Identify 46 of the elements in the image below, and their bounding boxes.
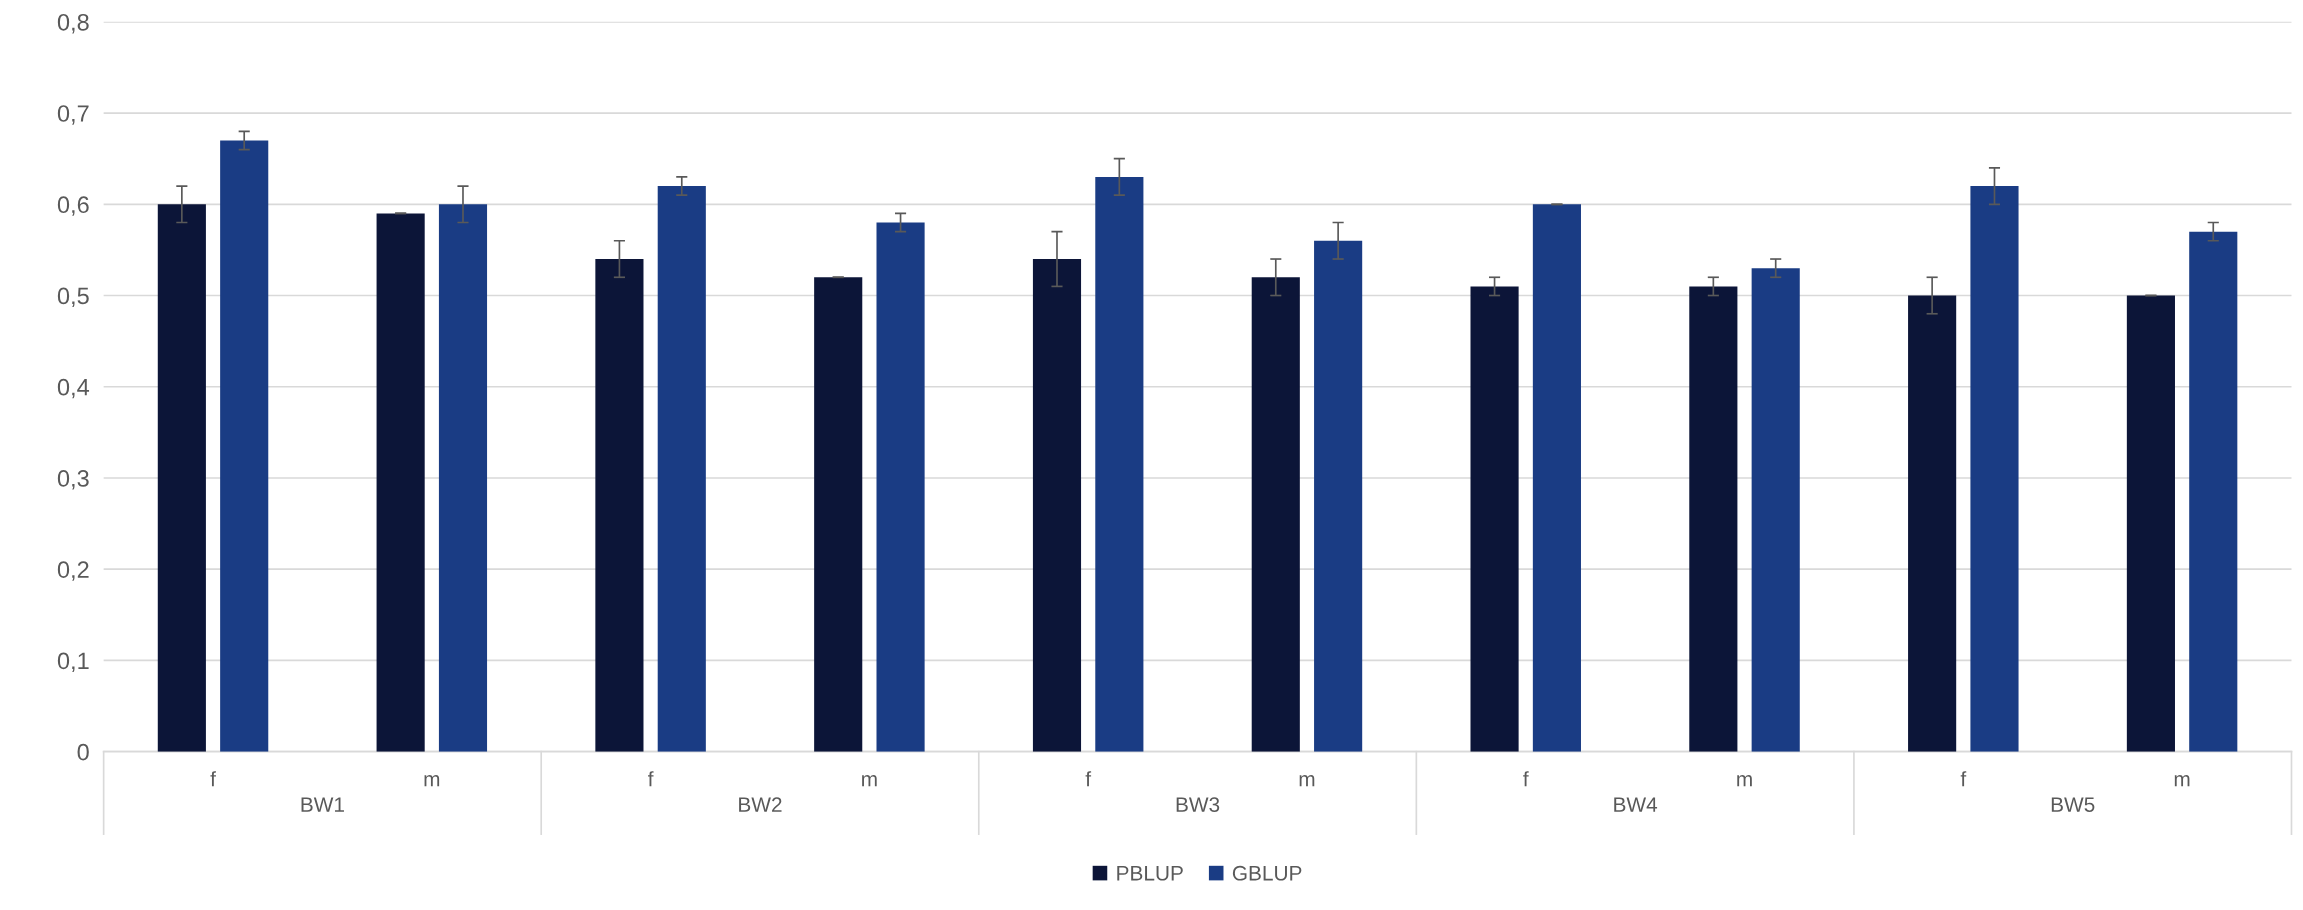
text: BW1	[301, 797, 344, 812]
legend-label: PBLUP	[1117, 866, 1183, 881]
bar	[1032, 259, 1082, 752]
bar	[1470, 286, 1519, 752]
bar	[1314, 240, 1363, 752]
bar	[1908, 295, 1957, 752]
bar	[657, 186, 706, 752]
bar	[438, 204, 488, 752]
legend-label: GBLUP	[1232, 865, 1302, 881]
bar	[814, 277, 863, 752]
y-tick-label: 0	[77, 743, 89, 761]
text: BW5	[2051, 797, 2095, 812]
x-tick-label: m	[2174, 774, 2190, 787]
x-tick-label: m	[862, 774, 877, 787]
bar	[876, 222, 925, 752]
y-tick-label: 0,6	[57, 196, 89, 216]
y-tick-label: 0,3	[57, 470, 89, 490]
bar	[2126, 295, 2175, 752]
x-tick-label: m	[1737, 774, 1752, 787]
bar	[1689, 286, 1738, 752]
x-tick-label: f	[1960, 771, 1967, 787]
x-tick-label: f	[648, 771, 654, 787]
x-tick-label: f	[210, 771, 216, 787]
y-tick-label: 0,4	[57, 378, 90, 399]
bar	[1970, 186, 2019, 752]
bar	[1751, 268, 1800, 752]
x-tick-label: f	[1085, 771, 1092, 787]
bar	[157, 204, 206, 752]
bar	[1095, 176, 1144, 752]
y-tick-label: 0,2	[57, 561, 89, 581]
text: BW2	[739, 797, 782, 812]
bar	[220, 140, 269, 752]
bar	[376, 213, 425, 752]
x-tick-label: m	[424, 774, 440, 787]
bar	[1532, 204, 1581, 752]
bar	[2189, 231, 2238, 752]
bar	[1251, 277, 1300, 752]
y-tick-label: 0,7	[57, 105, 89, 125]
y-tick-label: 0,1	[57, 652, 89, 673]
y-tick-label: 0,5	[57, 287, 89, 308]
x-tick-label: m	[1299, 774, 1315, 787]
y-tick-label: 0,8	[57, 13, 89, 34]
bar	[595, 259, 644, 752]
x-tick-label: f	[1523, 771, 1529, 787]
text: BW3	[1176, 797, 1220, 812]
text: BW4	[1614, 797, 1658, 812]
